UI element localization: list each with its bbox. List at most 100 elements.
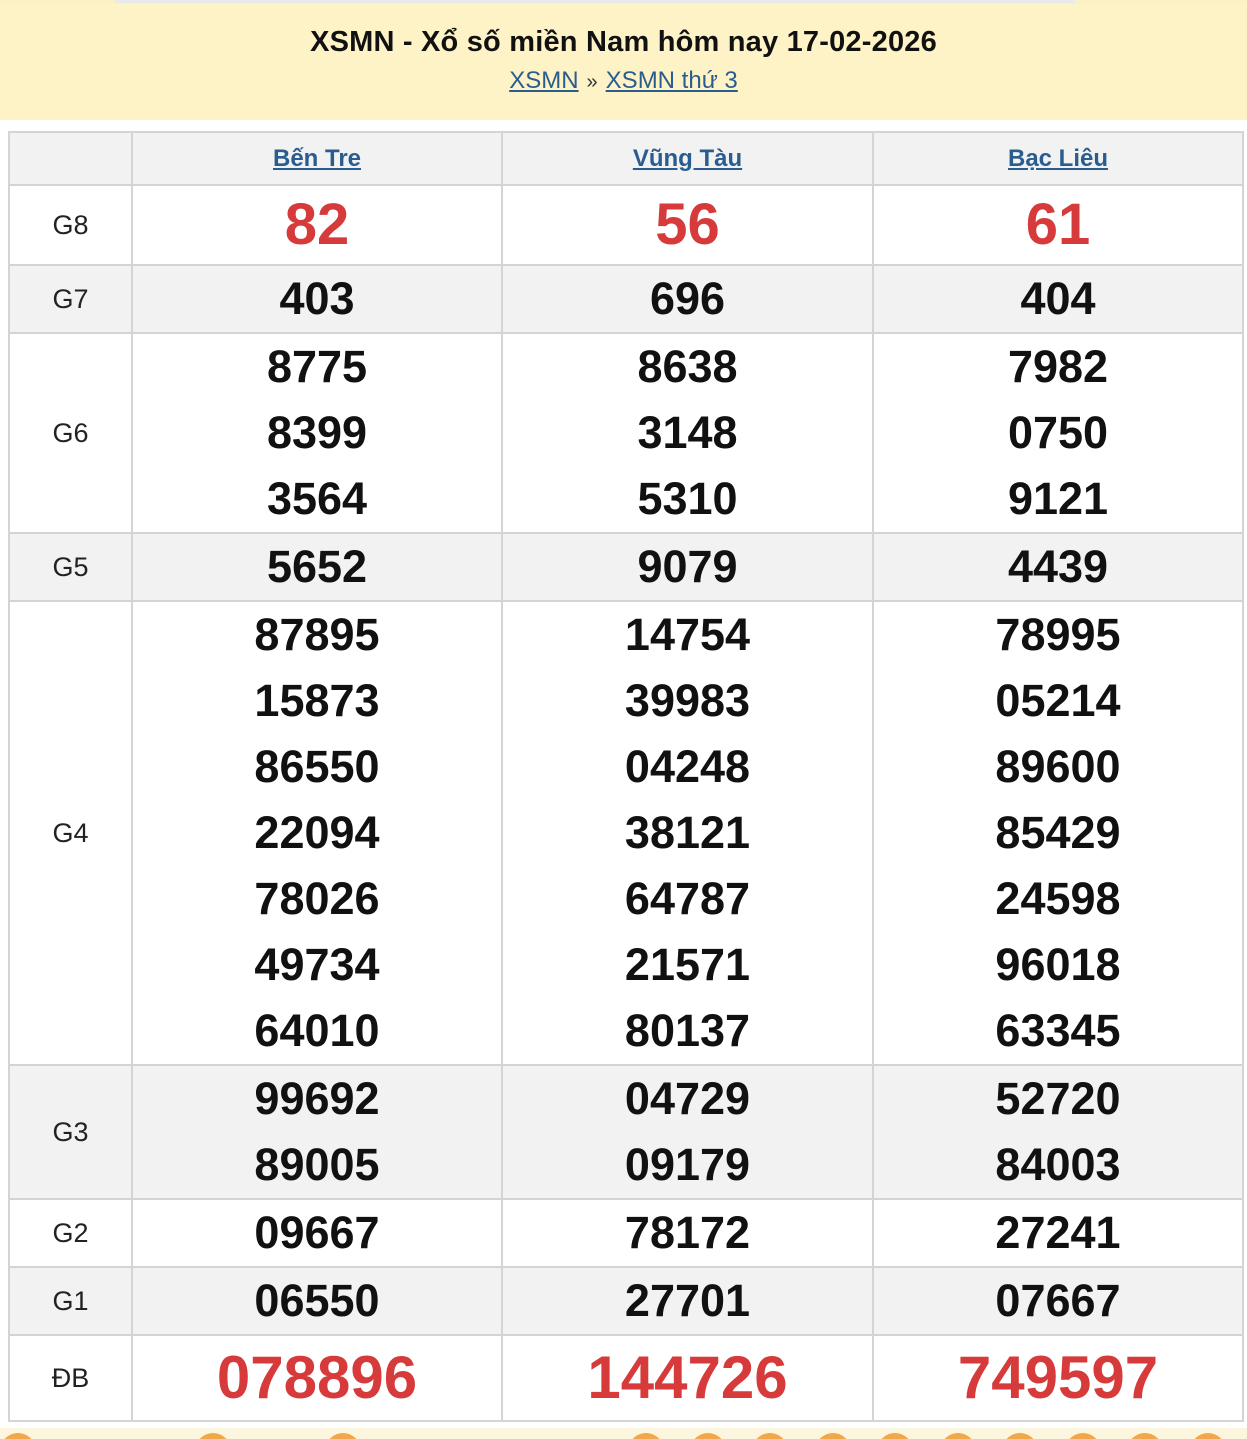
prize-number: 0750	[1007, 407, 1109, 458]
prize-number: 96018	[995, 939, 1121, 990]
table-header-row: Bến Tre Vũng Tàu Bạc Liêu	[8, 131, 1244, 186]
prize-number: 3564	[266, 473, 368, 524]
prize-number: 21571	[624, 939, 751, 990]
prize-number: 78026	[254, 873, 380, 924]
prize-number: 9079	[637, 541, 738, 592]
prize-number: 09179	[624, 1139, 751, 1190]
prize-label: G5	[8, 532, 133, 602]
prize-number: 749597	[957, 1344, 1159, 1411]
tab-bar[interactable]	[115, 0, 1075, 3]
prize-label: G6	[8, 332, 133, 534]
prize-cell: 5652	[131, 532, 503, 602]
prize-number: 27241	[995, 1207, 1121, 1258]
prize-cell: 27241	[872, 1198, 1244, 1268]
prize-label: G2	[8, 1198, 133, 1268]
prize-number: 99692	[254, 1073, 380, 1124]
breadcrumb: XSMN » XSMN thứ 3	[0, 67, 1247, 95]
prize-number: 86550	[254, 741, 380, 792]
ball-icon	[690, 1433, 726, 1439]
prize-label: G8	[8, 184, 133, 266]
breadcrumb-xsmn-thu-3[interactable]: XSMN thứ 3	[605, 67, 738, 94]
results-table: Bến Tre Vũng Tàu Bạc Liêu G8 82 56 61 G7 403 6…	[8, 131, 1244, 1422]
prize-label: ĐB	[8, 1334, 133, 1422]
prize-cell: 78172	[501, 1198, 874, 1268]
prize-number: 404	[1020, 273, 1096, 324]
page-title: XSMN - Xổ số miền Nam hôm nay 17-02-2026	[310, 26, 937, 58]
prize-label: G1	[8, 1266, 133, 1336]
prize-number: 82	[284, 192, 350, 257]
corner-cell	[8, 131, 133, 186]
ball-icon	[1190, 1433, 1226, 1439]
prize-cell: 87895 15873 86550 22094 78026 49734 64010	[131, 600, 503, 1066]
prize-cell: 56	[501, 184, 874, 266]
prize-number: 5652	[266, 541, 368, 592]
province-link-bac-lieu[interactable]: Bạc Liêu	[1007, 144, 1109, 172]
ball-icon	[325, 1433, 361, 1439]
prize-number: 52720	[995, 1073, 1121, 1124]
prize-number: 78995	[995, 609, 1121, 660]
prize-number: 84003	[995, 1139, 1121, 1190]
prize-number: 403	[279, 273, 355, 324]
prize-number: 64787	[624, 873, 751, 924]
prize-label: G3	[8, 1064, 133, 1200]
prize-number: 61	[1025, 192, 1091, 257]
prize-number: 27701	[624, 1275, 751, 1326]
page-header: XSMN - Xổ số miền Nam hôm nay 17-02-2026…	[0, 4, 1247, 120]
prize-label: G7	[8, 264, 133, 334]
ball-icon	[1002, 1433, 1038, 1439]
prize-cell: 09667	[131, 1198, 503, 1268]
prize-row-g6: G6 8775 8399 3564 8638 3148 5310 7982 0750 9121	[8, 332, 1244, 534]
prize-number: 89005	[254, 1139, 380, 1190]
prize-number: 87895	[254, 609, 380, 660]
prize-number: 5310	[637, 473, 738, 524]
prize-cell: 696	[501, 264, 874, 334]
prize-number: 39983	[624, 675, 751, 726]
breadcrumb-separator: »	[586, 71, 598, 93]
prize-cell: 14754 39983 04248 38121 64787 21571 80137	[501, 600, 874, 1066]
prize-number: 24598	[995, 873, 1121, 924]
province-link-vung-tau[interactable]: Vũng Tàu	[632, 144, 743, 172]
breadcrumb-xsmn[interactable]: XSMN	[509, 67, 579, 94]
prize-number: 09667	[254, 1207, 380, 1258]
prize-number: 8775	[266, 341, 368, 392]
prize-number: 85429	[995, 807, 1121, 858]
prize-cell: 403	[131, 264, 503, 334]
ball-icon	[628, 1433, 664, 1439]
prize-cell: 06550	[131, 1266, 503, 1336]
prize-number: 64010	[254, 1005, 380, 1056]
prize-row-đb: ĐB 078896 144726 749597	[8, 1334, 1244, 1422]
prize-cell: 04729 09179	[501, 1064, 874, 1200]
ball-icon	[940, 1433, 976, 1439]
prize-row-g7: G7 403 696 404	[8, 264, 1244, 334]
province-header: Bạc Liêu	[872, 131, 1244, 186]
prize-cell: 8775 8399 3564	[131, 332, 503, 534]
prize-cell: 9079	[501, 532, 874, 602]
prize-number: 696	[649, 273, 726, 324]
prize-number: 04729	[624, 1073, 751, 1124]
prize-number: 89600	[995, 741, 1121, 792]
prize-number: 4439	[1007, 541, 1109, 592]
prize-number: 63345	[995, 1005, 1121, 1056]
prize-cell: 4439	[872, 532, 1244, 602]
prize-cell: 7982 0750 9121	[872, 332, 1244, 534]
prize-number: 8638	[637, 341, 738, 392]
prize-cell: 749597	[872, 1334, 1244, 1422]
prize-row-g3: G3 99692 89005 04729 09179 52720 84003	[8, 1064, 1244, 1200]
prize-cell: 52720 84003	[872, 1064, 1244, 1200]
prize-cell: 78995 05214 89600 85429 24598 96018 63345	[872, 600, 1244, 1066]
prize-cell: 404	[872, 264, 1244, 334]
ball-icon	[815, 1433, 851, 1439]
prize-number: 7982	[1007, 341, 1109, 392]
prize-number: 15873	[254, 675, 380, 726]
prize-cell: 8638 3148 5310	[501, 332, 874, 534]
ball-icon	[195, 1433, 231, 1439]
prize-cell: 61	[872, 184, 1244, 266]
prize-number: 05214	[995, 675, 1121, 726]
prize-label: G4	[8, 600, 133, 1066]
prize-number: 49734	[254, 939, 380, 990]
top-tab-strip	[0, 0, 1247, 4]
prize-cell: 078896	[131, 1334, 503, 1422]
prize-number: 3148	[637, 407, 738, 458]
province-link-ben-tre[interactable]: Bến Tre	[272, 144, 362, 172]
prize-number: 14754	[624, 609, 751, 660]
